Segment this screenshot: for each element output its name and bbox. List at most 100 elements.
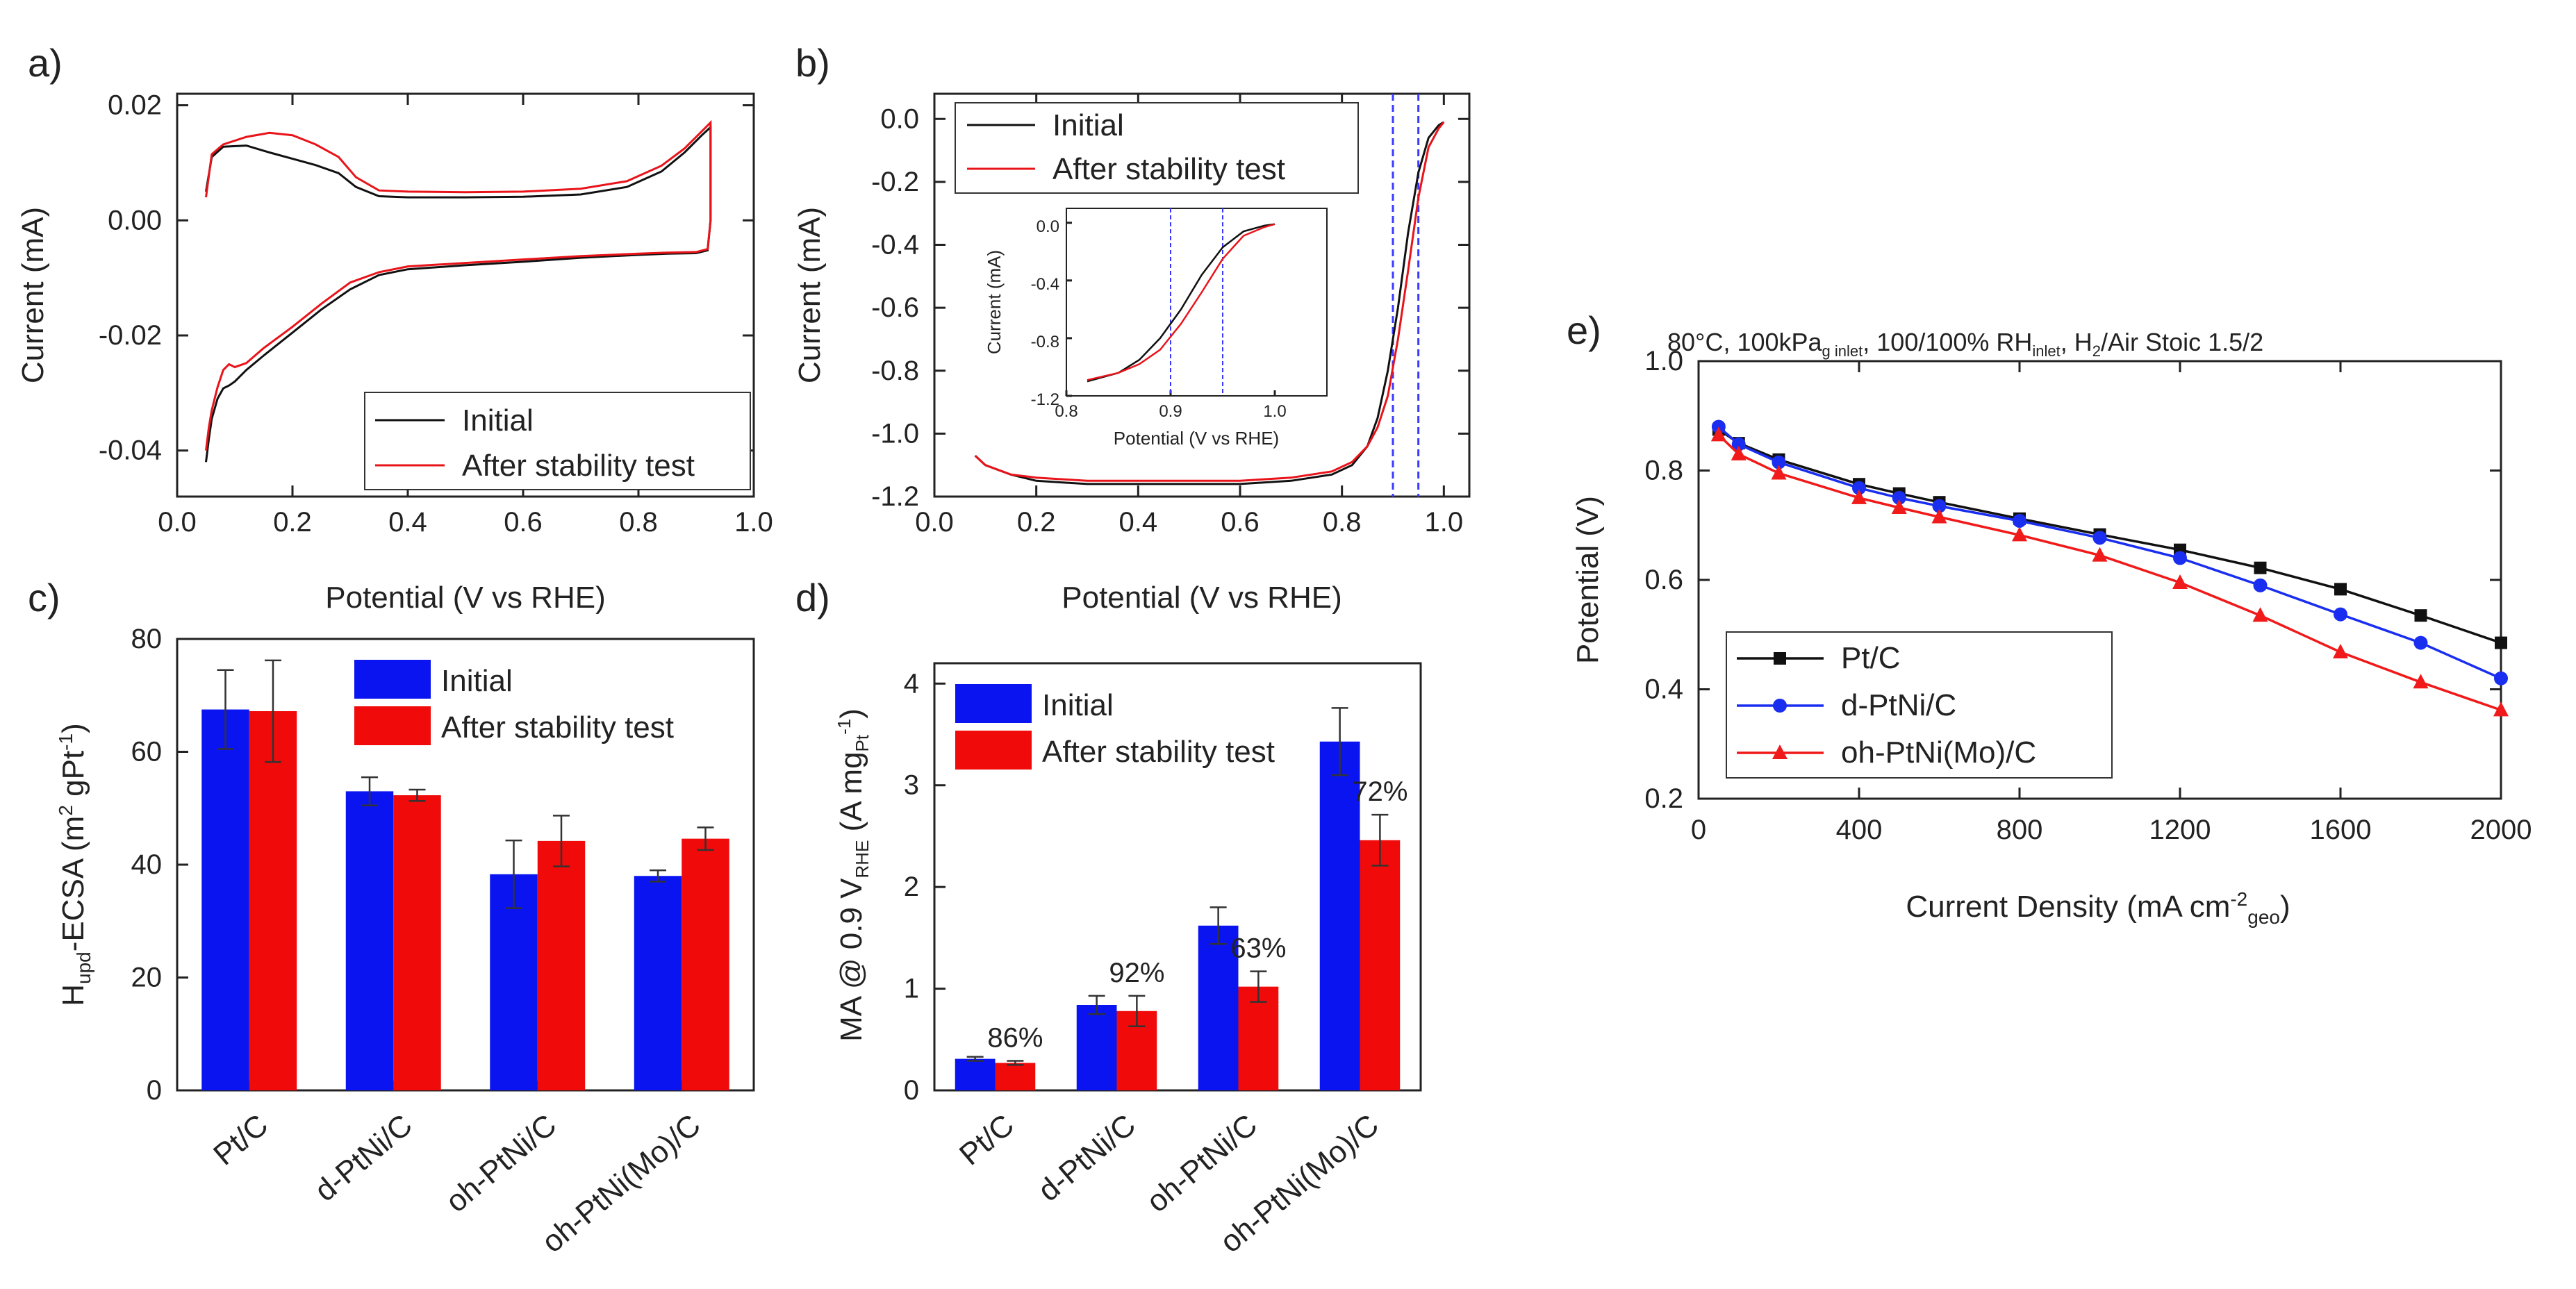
y-tick-label: -1.2 [1031, 390, 1059, 409]
lsv-line-after [974, 121, 1445, 482]
legend-marker-triangle [1772, 745, 1787, 759]
panel-d-ylabel-mid: (A mg [834, 751, 868, 840]
bar-after [537, 840, 586, 1090]
panel-c-legend: Initial After stability test [354, 660, 674, 745]
bar-initial [955, 1058, 996, 1090]
data-point-triangle [2172, 574, 2188, 589]
y-tick-label: -0.2 [871, 167, 919, 197]
bar-after [1238, 986, 1279, 1090]
bar-after [682, 838, 729, 1090]
data-point-circle [1731, 437, 1746, 451]
bar-initial [201, 709, 249, 1090]
x-tick-label: 0.9 [1159, 402, 1182, 421]
panel-c-category-labels: Pt/C d-PtNi/C oh-PtNi/Coh-PtNi(Mo)/C [207, 1108, 707, 1259]
bar-initial [1198, 925, 1239, 1090]
y-tick-label: 0.02 [108, 90, 162, 121]
panel-e-title-c: , 100/100% RH [1863, 328, 2032, 356]
panel-e-title-g: /Air Stoic 1.5/2 [2101, 328, 2263, 356]
panel-d-ylabel-sub: RHE [852, 840, 873, 879]
bar-initial [1076, 1005, 1117, 1090]
panel-d-ylabel: MA @ 0.9 VRHE (A mgPt-1) [834, 708, 873, 1042]
bar-after [995, 1063, 1036, 1090]
panel-d-ylabel-sub2: Pt [852, 734, 873, 751]
panel-e-legend-ohptnimo: oh-PtNi(Mo)/C [1841, 735, 2036, 770]
y-tick-label: 1.0 [1644, 346, 1683, 376]
panel-d: d) 0 1 2 3 4 86% 92% 63% 72% Initial After stab… [795, 576, 1422, 1259]
panel-e-legend: Pt/C d-PtNi/C oh-PtNi(Mo)/C [1726, 631, 2113, 779]
data-point-triangle [1710, 426, 1726, 442]
panel-e-xlabel-main: Current Density (mA cm [1906, 890, 2230, 924]
data-point-square [2495, 636, 2507, 649]
lsv-line-initial [974, 121, 1445, 485]
data-point-circle [2413, 635, 2428, 650]
panel-c-legend-swatch-after [354, 706, 431, 745]
panel-c-ylabel-sub: upd [73, 951, 94, 984]
bar-initial [490, 874, 538, 1090]
x-tick-label: 1200 [2149, 815, 2211, 845]
panel-d-bars: 86% 92% 63% 72% [955, 707, 1407, 1090]
data-point-circle [2494, 671, 2508, 685]
data-point-square [2414, 609, 2427, 622]
panel-e-title-d: inlet [2032, 342, 2060, 360]
panel-b-inset-axes: 0.8 0.9 1.0 0.0 -0.4 -0.8 -1.2 [1031, 217, 1287, 421]
x-tick-label: 0.8 [1323, 507, 1362, 538]
bar-after [1360, 840, 1401, 1090]
retention-label: 92% [1109, 958, 1164, 988]
category-label: Pt/C [207, 1108, 274, 1172]
retention-label: 72% [1352, 776, 1407, 807]
panel-e-letter: e) [1567, 308, 1601, 352]
panel-b-legend-after: After stability test [1052, 152, 1285, 186]
panel-c-ylabel-end: ) [56, 723, 90, 733]
y-tick-label: 0.8 [1644, 456, 1683, 486]
panel-b-inset-frame [1066, 208, 1328, 397]
panel-c-bars [201, 659, 729, 1090]
panel-e-legend-marks [1737, 652, 1824, 759]
x-tick-label: 800 [1997, 815, 2043, 845]
data-point-triangle [2413, 674, 2429, 689]
legend-marker-square [1774, 652, 1786, 665]
y-tick-label: 40 [131, 849, 163, 880]
retention-label: 86% [987, 1023, 1043, 1054]
y-tick-label: 0.6 [1644, 565, 1683, 595]
panel-d-axes: 0 1 2 3 4 [904, 668, 946, 1106]
x-tick-label: 2000 [2470, 815, 2532, 845]
y-tick-label: 1 [904, 974, 919, 1004]
panel-e-axes: 0 400 800 1200 1600 2000 0.2 0.4 0.6 0.8 1.0 [1644, 346, 2532, 845]
panel-b-inset: 0.8 0.9 1.0 0.0 -0.4 -0.8 -1.2 Potential (V vs… [984, 208, 1328, 449]
data-point-triangle [1931, 508, 1947, 524]
x-tick-label: 0.2 [273, 507, 312, 538]
x-tick-label: 1600 [2310, 815, 2372, 845]
category-label: oh-PtNi/C [1140, 1108, 1264, 1219]
panel-e-xlabel-sub: geo [2247, 906, 2280, 928]
x-tick-label: 0.2 [1017, 507, 1056, 538]
y-tick-label: -1.0 [871, 418, 919, 449]
data-point-triangle [2333, 643, 2348, 658]
panel-a-series [205, 119, 712, 463]
y-tick-label: 0.4 [1644, 674, 1683, 705]
panel-a-frame [176, 92, 755, 498]
panel-c: c) 0 20 40 60 80 Initial After stability tes… [28, 576, 755, 1259]
panel-e: e) 80°C, 100kPag inlet, 100/100% RHinlet… [1567, 308, 2532, 928]
y-tick-label: -0.4 [871, 230, 919, 260]
panel-a-ylabel: Current (mA) [16, 207, 50, 383]
panel-a-xlabel: Potential (V vs RHE) [325, 581, 605, 615]
panel-e-title-b: g inlet [1822, 342, 1863, 360]
data-point-triangle [2493, 701, 2509, 717]
y-tick-label: -0.4 [1031, 275, 1059, 294]
panel-b-legend: Initial After stability test [955, 102, 1359, 194]
panel-a-letter: a) [28, 41, 63, 85]
panel-b-inset-ylabel: Current (mA) [984, 250, 1005, 354]
panel-c-legend-swatch-initial [354, 660, 431, 699]
y-tick-label: -0.6 [871, 292, 919, 323]
data-point-triangle [1891, 499, 1907, 515]
y-tick-label: 0.2 [1644, 783, 1683, 814]
data-point-circle [2173, 551, 2187, 565]
panel-e-legend-dptni: d-PtNi/C [1841, 688, 1956, 722]
data-point-square [2254, 561, 2267, 574]
panel-b-series [974, 94, 1445, 497]
panel-b-axes: 0.0 0.2 0.4 0.6 0.8 1.0 0.0 -0.2 -0.4 -0.6 -0.8 -1.… [871, 94, 1469, 538]
y-tick-label: 20 [131, 963, 163, 993]
panel-b-legend-initial: Initial [1052, 108, 1124, 142]
panel-d-ylabel-main: MA @ 0.9 V [834, 878, 868, 1042]
x-tick-label: 0.4 [388, 507, 427, 538]
